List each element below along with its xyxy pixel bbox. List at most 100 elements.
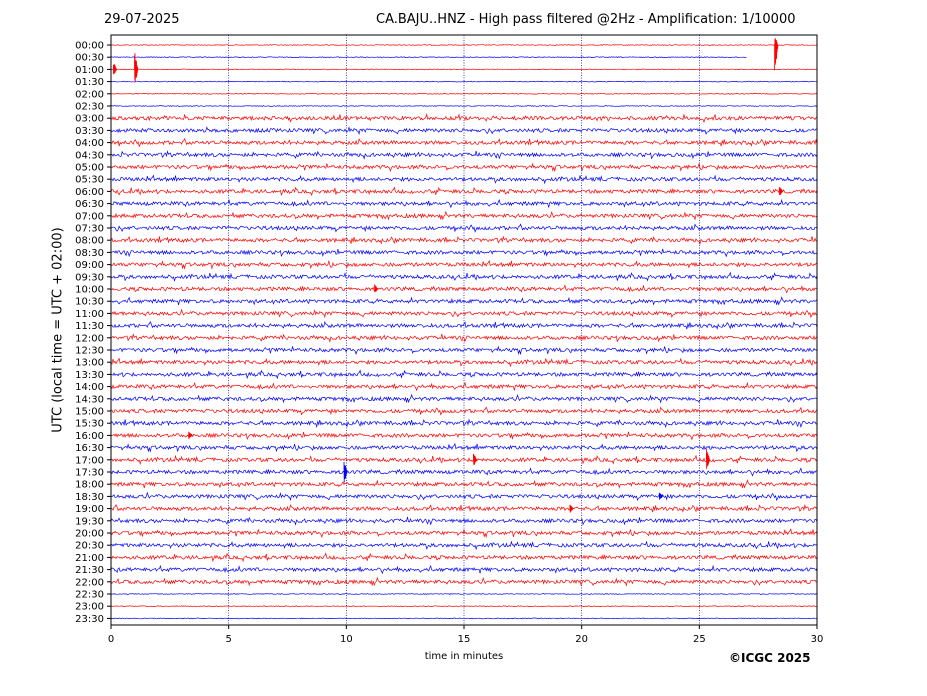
event-spike-8 xyxy=(343,461,348,483)
trace-0600 xyxy=(110,186,818,197)
trace-0200 xyxy=(110,92,817,95)
y-tick-label-0700: 07:00 xyxy=(75,211,104,222)
event-spike-10 xyxy=(569,504,574,513)
y-tick-label-1030: 10:30 xyxy=(75,297,104,308)
y-tick-label-1500: 15:00 xyxy=(75,407,104,418)
y-tick-label-0100: 01:00 xyxy=(75,65,104,76)
trace-1000 xyxy=(110,284,818,294)
y-tick-label-1700: 17:00 xyxy=(75,455,104,466)
y-tick-label-1000: 10:00 xyxy=(75,285,104,296)
y-tick-label-0030: 00:30 xyxy=(75,53,104,64)
y-tick-label-1400: 14:00 xyxy=(75,382,104,393)
trace-1700 xyxy=(110,454,818,465)
y-tick-label-2200: 22:00 xyxy=(75,577,104,588)
event-spike-9 xyxy=(658,492,663,500)
y-tick-label-0300: 03:00 xyxy=(75,114,104,125)
trace-1300 xyxy=(110,357,818,368)
x-axis-label: time in minutes xyxy=(424,651,504,662)
y-tick-label-1230: 12:30 xyxy=(75,346,104,357)
event-spike-5 xyxy=(188,431,193,440)
vertical-grid-group xyxy=(228,35,700,625)
trace-1430 xyxy=(110,393,818,404)
y-tick-label-1300: 13:00 xyxy=(75,358,104,369)
y-tick-label-0230: 02:30 xyxy=(75,102,104,113)
y-tick-label-1430: 14:30 xyxy=(75,394,104,405)
event-spike-0 xyxy=(774,38,779,71)
trace-0930 xyxy=(110,271,818,282)
x-tick-label-15: 15 xyxy=(458,634,471,645)
event-spike-4 xyxy=(374,284,379,293)
y-tick-label-2100: 21:00 xyxy=(75,553,104,564)
trace-1400 xyxy=(110,381,818,392)
trace-0030 xyxy=(110,56,747,59)
y-tick-label-2230: 22:30 xyxy=(75,590,104,601)
trace-0730 xyxy=(110,223,818,233)
y-tick-label-0430: 04:30 xyxy=(75,150,104,161)
date-label: 29-07-2025 xyxy=(104,12,180,27)
x-tick-label-30: 30 xyxy=(811,634,824,645)
y-tick-label-2300: 23:00 xyxy=(75,602,104,613)
y-tick-label-0800: 08:00 xyxy=(75,236,104,247)
trace-2230 xyxy=(110,593,818,595)
trace-0500 xyxy=(110,162,818,173)
trace-0530 xyxy=(110,174,818,185)
event-spike-1 xyxy=(134,53,139,83)
trace-1230 xyxy=(110,345,818,356)
event-spike-3 xyxy=(778,186,783,196)
y-tick-label-1130: 11:30 xyxy=(75,321,104,332)
y-tick-label-1530: 15:30 xyxy=(75,419,104,430)
y-tick-label-0500: 05:00 xyxy=(75,163,104,174)
y-tick-label-0630: 06:30 xyxy=(75,199,104,210)
y-tick-label-0600: 06:00 xyxy=(75,187,104,198)
trace-1630 xyxy=(110,442,818,453)
y-tick-label-1930: 19:30 xyxy=(75,516,104,527)
y-tick-label-0730: 07:30 xyxy=(75,224,104,235)
trace-0130 xyxy=(110,80,818,83)
y-tick-label-0930: 09:30 xyxy=(75,272,104,283)
event-spike-7 xyxy=(706,448,710,469)
x-tick-label-5: 5 xyxy=(225,634,231,645)
y-tick-label-1630: 16:30 xyxy=(75,443,104,454)
y-tick-label-1900: 19:00 xyxy=(75,504,104,515)
y-tick-label-1730: 17:30 xyxy=(75,468,104,479)
y-tick-label-1830: 18:30 xyxy=(75,492,104,503)
y-tick-label-0400: 04:00 xyxy=(75,138,104,149)
trace-0800 xyxy=(110,235,817,246)
y-tick-label-0330: 03:30 xyxy=(75,126,104,137)
x-tick-label-0: 0 xyxy=(108,634,114,645)
trace-1800 xyxy=(110,479,818,489)
trace-1830 xyxy=(110,491,818,502)
trace-0330 xyxy=(110,126,818,136)
trace-1330 xyxy=(110,369,818,380)
trace-2130 xyxy=(110,564,818,575)
y-tick-label-0130: 01:30 xyxy=(75,77,104,88)
y-tick-label-2330: 23:30 xyxy=(75,614,104,625)
y-tick-label-1200: 12:00 xyxy=(75,333,104,344)
y-tick-label-0200: 02:00 xyxy=(75,89,104,100)
trace-0630 xyxy=(110,198,818,209)
trace-0430 xyxy=(110,150,818,160)
y-tick-label-0530: 05:30 xyxy=(75,175,104,186)
trace-2200 xyxy=(110,576,818,587)
trace-1730 xyxy=(110,467,817,477)
y-tick-label-2130: 21:30 xyxy=(75,565,104,576)
trace-2030 xyxy=(110,540,817,551)
x-tick-label-10: 10 xyxy=(340,634,353,645)
y-tick-label-2000: 20:00 xyxy=(75,529,104,540)
event-spike-2 xyxy=(113,64,117,75)
trace-2100 xyxy=(110,552,818,563)
y-tick-label-1800: 18:00 xyxy=(75,480,104,491)
y-tick-label-1330: 13:30 xyxy=(75,370,104,381)
y-tick-label-0000: 00:00 xyxy=(75,41,104,52)
trace-0900 xyxy=(110,259,818,270)
y-tick-label-1100: 11:00 xyxy=(75,309,104,320)
y-tick-label-0830: 08:30 xyxy=(75,248,104,259)
event-spike-6 xyxy=(473,453,478,466)
copyright: ©ICGC 2025 xyxy=(729,651,811,665)
chart-title: CA.BAJU..HNZ - High pass filtered @2Hz -… xyxy=(376,12,796,27)
x-tick-label-20: 20 xyxy=(575,634,588,645)
y-tick-label-1600: 16:00 xyxy=(75,431,104,442)
y-tick-label-0900: 09:00 xyxy=(75,260,104,271)
